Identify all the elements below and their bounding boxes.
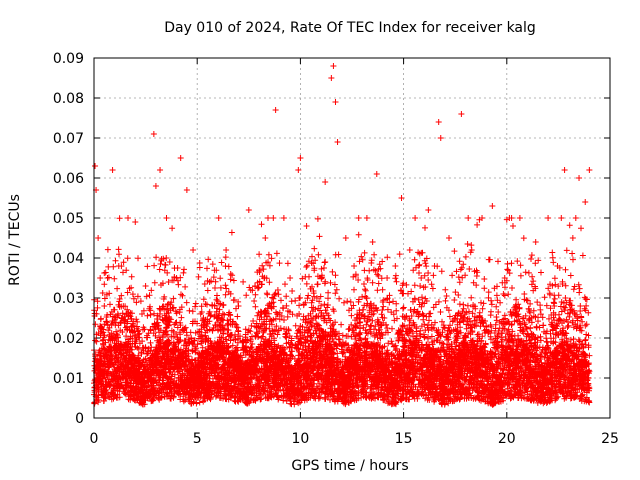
roti-point (235, 303, 242, 309)
roti-point (322, 179, 329, 185)
y-tick-label: 0.09 (53, 51, 84, 67)
roti-point (373, 171, 380, 177)
x-tick-label: 5 (193, 431, 202, 447)
roti-point (342, 235, 349, 241)
roti-point (489, 203, 496, 209)
roti-point (520, 315, 527, 321)
roti-point (398, 195, 405, 201)
roti-point (200, 315, 207, 321)
x-tick-label: 0 (90, 431, 99, 447)
roti-point (334, 139, 341, 145)
roti-point (431, 263, 438, 269)
roti-point (157, 167, 164, 173)
roti-point (586, 167, 593, 173)
roti-point (328, 75, 335, 81)
dense-roti-points (91, 215, 593, 408)
x-tick-label: 15 (395, 431, 413, 447)
chart-title: Day 010 of 2024, Rate Of TEC Index for r… (164, 20, 536, 36)
roti-point (435, 119, 442, 125)
y-tick-label: 0.07 (53, 131, 84, 147)
y-axis-label: ROTI / TECUs (7, 194, 23, 286)
roti-point (351, 263, 358, 269)
roti-point (163, 255, 170, 261)
roti-point (509, 223, 516, 229)
roti-point (214, 339, 221, 345)
roti-point (303, 223, 310, 229)
roti-point (369, 239, 376, 245)
x-tick-label: 20 (498, 431, 516, 447)
roti-point (190, 247, 197, 253)
roti-points (92, 63, 593, 345)
roti-point (479, 215, 486, 221)
roti-point (115, 263, 122, 269)
roti-point (501, 275, 508, 281)
roti-point (173, 275, 180, 281)
roti-point (425, 207, 432, 213)
roti-point (582, 199, 589, 205)
roti-point (576, 175, 583, 181)
roti-point (437, 135, 444, 141)
roti-point (446, 235, 453, 241)
roti-point (183, 187, 190, 193)
y-tick-label: 0.03 (53, 291, 84, 307)
roti-point (295, 167, 302, 173)
roti-point (384, 275, 391, 281)
plot-frame (93, 57, 611, 419)
roti-point (468, 247, 475, 253)
roti-point (280, 215, 287, 221)
roti-point (569, 235, 576, 241)
roti-point (406, 247, 413, 253)
roti-point (97, 275, 104, 281)
roti-point (330, 63, 337, 69)
x-tick-labels: 0 5 10 15 20 25 (90, 431, 619, 447)
roti-point (245, 207, 252, 213)
roti-point (551, 303, 558, 309)
roti-point (458, 111, 465, 117)
y-tick-label: 0.06 (53, 171, 84, 187)
roti-point (177, 155, 184, 161)
roti-point (101, 303, 108, 309)
roti-point (417, 283, 424, 289)
y-tick-label: 0.02 (53, 331, 84, 347)
roti-point (223, 247, 230, 253)
dense-points-path (91, 215, 593, 408)
x-axis-label: GPS time / hours (291, 458, 408, 474)
x-tick-label: 25 (601, 431, 619, 447)
roti-point (545, 215, 552, 221)
roti-point (532, 239, 539, 245)
roti-point (150, 131, 157, 137)
roti-point (287, 275, 294, 281)
roti-point (297, 155, 304, 161)
y-tick-label: 0.01 (53, 371, 84, 387)
y-tick-label: 0 (75, 411, 84, 427)
roti-point (142, 283, 149, 289)
roti-point (561, 167, 568, 173)
roti-point (109, 167, 116, 173)
roti-point (95, 235, 102, 241)
y-tick-label: 0.08 (53, 91, 84, 107)
roti-point (251, 283, 258, 289)
y-tick-labels: 0 0.01 0.02 0.03 0.04 0.05 0.06 0.07 0.08 0.09 (53, 51, 84, 427)
roti-point (272, 107, 279, 113)
roti-point (313, 295, 320, 301)
y-tick-label: 0.05 (53, 211, 84, 227)
y-tick-label: 0.04 (53, 251, 84, 267)
roti-point (124, 327, 131, 333)
roti-point (152, 183, 159, 189)
roti-point (92, 163, 99, 169)
roti-point (332, 99, 339, 105)
roti-point (132, 219, 139, 225)
roti-point (262, 235, 269, 241)
roti-point (363, 295, 370, 301)
x-tick-label: 10 (291, 431, 309, 447)
roti-point (392, 263, 399, 269)
